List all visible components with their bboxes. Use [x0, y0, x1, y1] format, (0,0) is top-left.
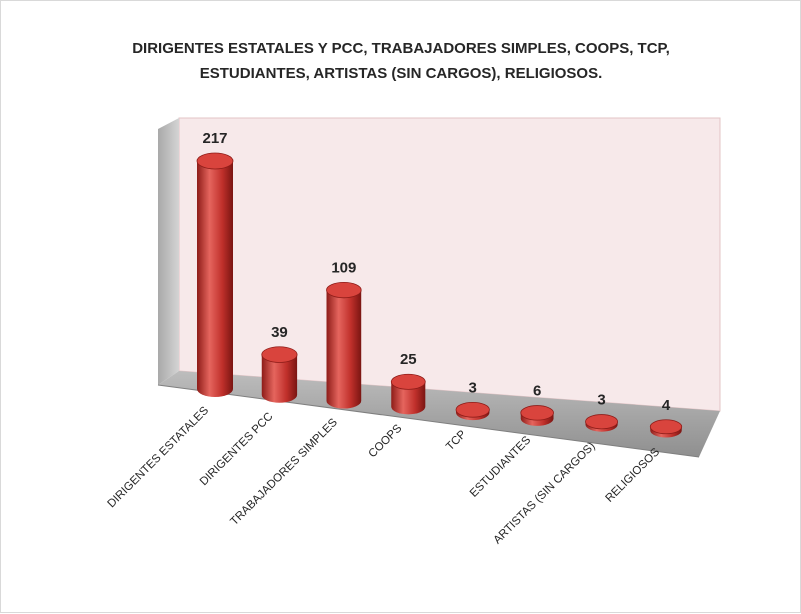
data-label: 3 — [469, 379, 477, 396]
bar-top — [585, 414, 619, 430]
bar-body — [326, 290, 362, 409]
bar-top — [261, 346, 298, 363]
bar-7 — [585, 414, 619, 432]
bar-body — [197, 161, 233, 397]
floor-front-edge — [157, 384, 700, 458]
plot-back-wall — [178, 117, 721, 412]
chart-title-line-2: ESTUDIANTES, ARTISTAS (SIN CARGOS), RELI… — [200, 65, 603, 82]
bar-body — [261, 354, 298, 403]
bar-2 — [261, 346, 298, 403]
data-label: 6 — [533, 383, 541, 400]
data-label: 3 — [597, 392, 605, 409]
bar-6 — [520, 405, 554, 426]
bar-top — [649, 419, 683, 435]
data-labels-group: 217 39 109 25 3 6 3 4 — [202, 130, 670, 414]
category-label: DIRIGENTES ESTATALES — [105, 404, 211, 510]
bar-3 — [326, 281, 362, 409]
data-label: 39 — [271, 324, 288, 341]
data-label: 4 — [662, 397, 671, 414]
bar-8 — [649, 419, 683, 438]
bar-body — [391, 381, 426, 415]
category-label: ESTUDIANTES — [468, 434, 534, 500]
bar-4 — [390, 373, 426, 415]
bar-top — [196, 152, 234, 170]
category-label: DIRIGENTES PCC — [198, 411, 276, 489]
category-label: COOPS — [367, 422, 405, 460]
data-label: 217 — [202, 130, 227, 147]
bar-top — [520, 405, 554, 421]
data-label: 25 — [400, 351, 417, 368]
bar-top — [455, 401, 490, 418]
category-label: TCP — [444, 428, 469, 453]
bar-top — [390, 373, 426, 390]
plot-side-wall — [158, 118, 179, 385]
bar-5 — [455, 401, 490, 421]
data-label: 109 — [331, 259, 356, 276]
plot-floor — [158, 371, 720, 457]
bar-top — [326, 281, 362, 299]
bars-group — [196, 152, 683, 438]
chart-title-line-1: DIRIGENTES ESTATALES Y PCC, TRABAJADORES… — [132, 40, 670, 57]
bar-1 — [196, 152, 234, 397]
category-label: RELIGIOSOS — [603, 446, 662, 505]
